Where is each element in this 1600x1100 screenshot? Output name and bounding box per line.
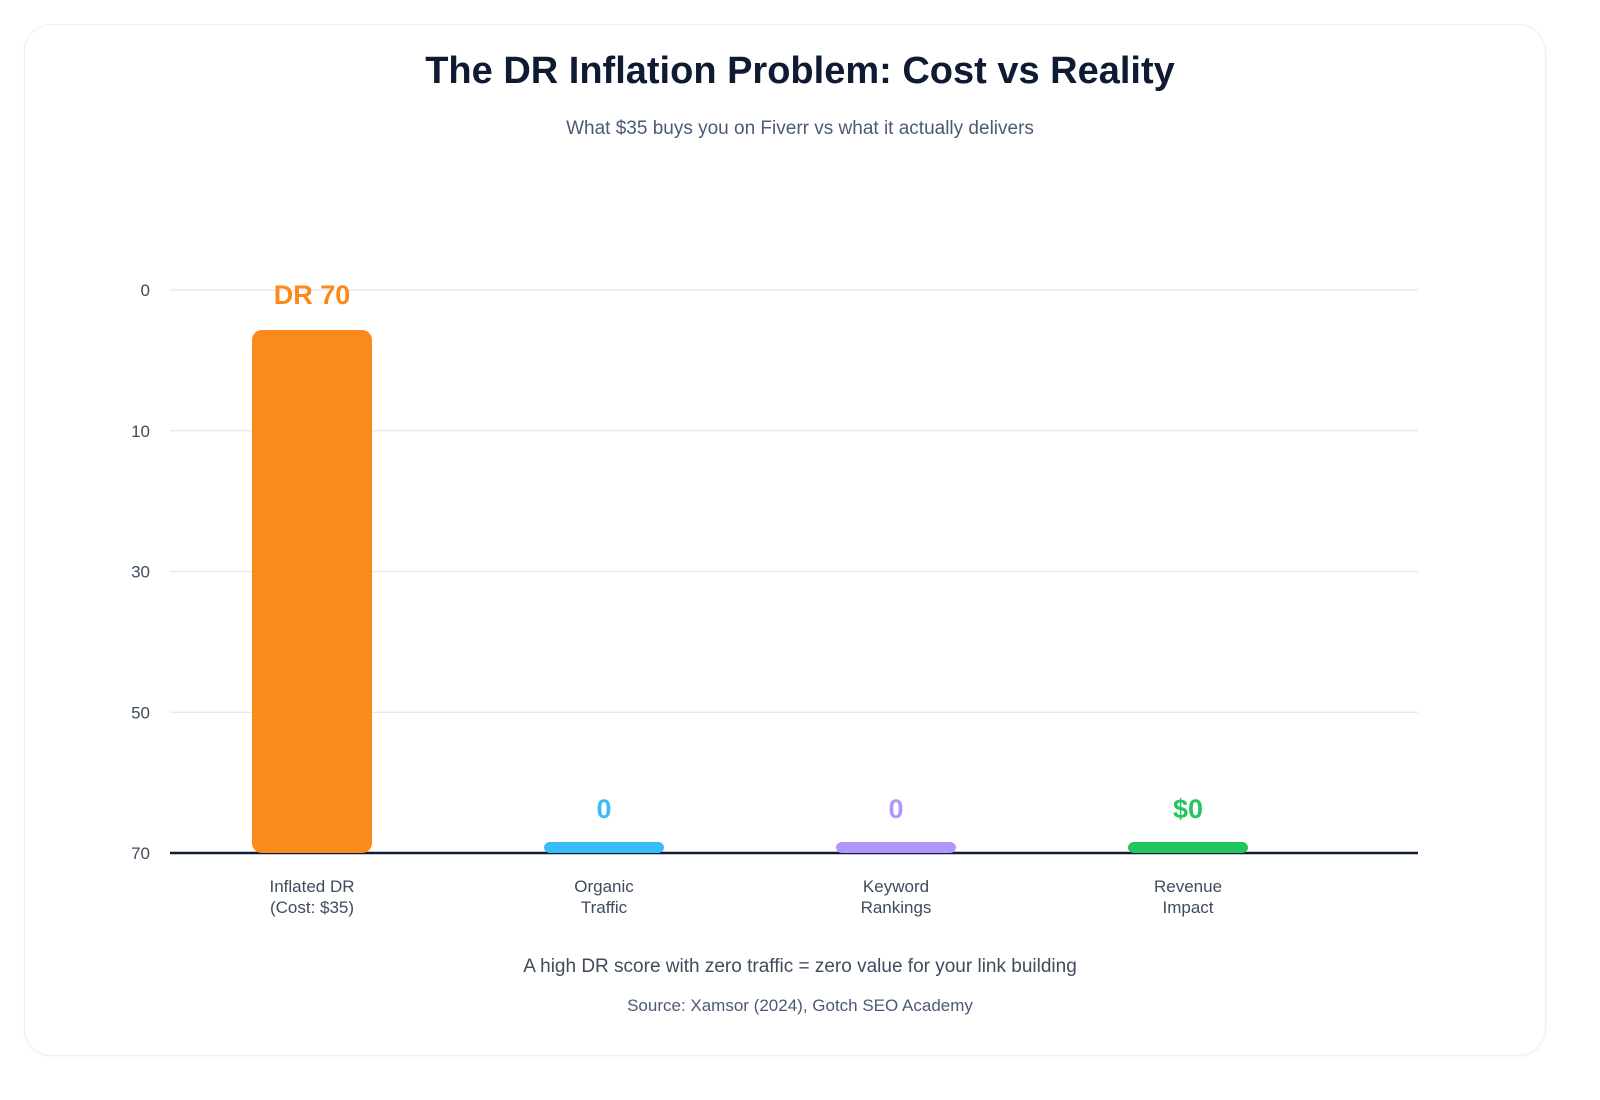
y-tick-label: 30 (131, 563, 150, 582)
chart-title: The DR Inflation Problem: Cost vs Realit… (425, 50, 1175, 92)
category-label-2: Rankings (861, 898, 932, 917)
chart-footnote: A high DR score with zero traffic = zero… (523, 956, 1077, 977)
y-tick-label: 70 (131, 844, 150, 863)
y-tick-label: 50 (131, 703, 150, 722)
chart-source: Source: Xamsor (2024), Gotch SEO Academy (627, 996, 973, 1015)
category-label-3: Impact (1162, 898, 1213, 917)
category-label-0: Inflated DR (269, 877, 354, 896)
data-label-0: DR 70 (274, 280, 351, 310)
category-label-0: (Cost: $35) (270, 898, 354, 917)
category-label-1: Organic (574, 877, 634, 896)
bar-2 (836, 842, 956, 853)
category-label-3: Revenue (1154, 877, 1222, 896)
chart-subtitle: What $35 buys you on Fiverr vs what it a… (566, 118, 1034, 139)
bar-3 (1128, 842, 1248, 853)
data-label-1: 0 (596, 794, 611, 824)
y-tick-label: 10 (131, 422, 150, 441)
category-label-2: Keyword (863, 877, 929, 896)
data-label-2: 0 (888, 794, 903, 824)
y-tick-label: 0 (141, 281, 150, 300)
bar-1 (544, 842, 664, 853)
data-label-3: $0 (1173, 794, 1203, 824)
bar-0 (252, 330, 372, 853)
category-label-1: Traffic (581, 898, 628, 917)
